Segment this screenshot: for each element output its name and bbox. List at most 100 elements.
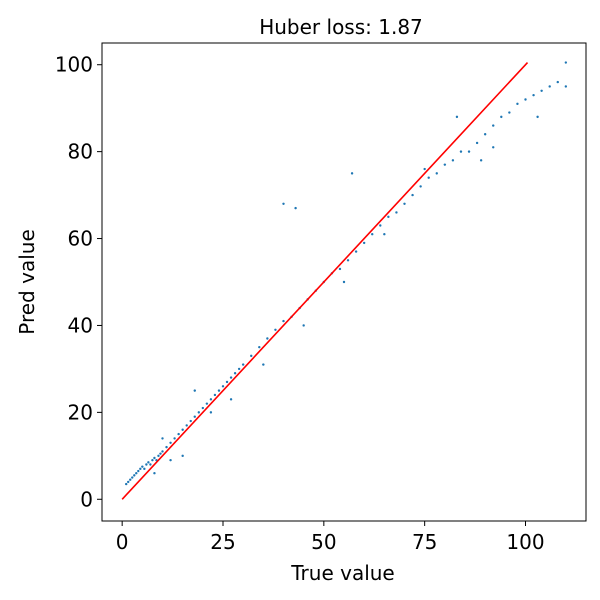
x-tick-label: 75 bbox=[412, 530, 437, 554]
scatter-point bbox=[459, 150, 463, 153]
x-tick-label: 25 bbox=[210, 530, 235, 554]
scatter-point bbox=[159, 452, 162, 455]
scatter-point bbox=[262, 363, 265, 366]
scatter-point bbox=[205, 402, 209, 405]
scatter-point bbox=[451, 159, 455, 162]
scatter-point bbox=[237, 367, 241, 371]
scatter-point bbox=[137, 469, 140, 473]
scatter-point bbox=[403, 202, 406, 205]
scatter-point bbox=[181, 454, 184, 458]
scatter-point bbox=[362, 241, 366, 245]
identity-line bbox=[121, 62, 529, 500]
scatter-point bbox=[127, 480, 130, 484]
scatter-point bbox=[133, 474, 136, 477]
x-axis: 0 25 50 75 100 bbox=[116, 521, 545, 554]
scatter-point bbox=[282, 319, 285, 323]
scatter-point bbox=[492, 124, 495, 127]
scatter-point bbox=[149, 463, 152, 466]
y-tick-label: 0 bbox=[80, 487, 93, 511]
scatter-point bbox=[467, 150, 471, 153]
y-axis: 0 20 40 60 80 100 bbox=[55, 53, 102, 511]
scatter-point bbox=[258, 345, 261, 349]
scatter-point bbox=[135, 472, 138, 475]
scatter-point bbox=[165, 445, 168, 449]
x-tick-label: 50 bbox=[311, 530, 336, 554]
scatter-point bbox=[342, 280, 346, 284]
scatter-point bbox=[139, 467, 142, 471]
scatter-point bbox=[209, 398, 213, 401]
reference-line-layer bbox=[121, 62, 529, 500]
y-tick-label: 20 bbox=[68, 400, 93, 424]
x-axis-label: True value bbox=[290, 561, 394, 585]
scatter-point bbox=[387, 215, 390, 219]
scatter-point bbox=[338, 267, 342, 271]
scatter-point bbox=[282, 202, 285, 205]
scatter-point bbox=[419, 185, 422, 188]
scatter-point bbox=[161, 450, 164, 453]
scatter-point bbox=[536, 115, 539, 119]
scatter-point bbox=[151, 458, 154, 462]
scatter-point bbox=[229, 376, 233, 379]
scatter-point bbox=[153, 472, 156, 475]
scatter-point bbox=[169, 458, 172, 462]
scatter-point bbox=[475, 141, 479, 145]
scatter-point bbox=[294, 206, 297, 210]
scatter-point bbox=[427, 176, 430, 179]
scatter-point bbox=[411, 193, 414, 197]
scatter-point bbox=[540, 89, 543, 93]
scatter-point bbox=[141, 465, 144, 468]
scatter-point bbox=[241, 363, 245, 366]
y-tick-label: 80 bbox=[68, 140, 93, 164]
scatter-point bbox=[221, 385, 225, 388]
scatter-point bbox=[250, 354, 253, 358]
scatter-point bbox=[229, 398, 233, 401]
scatter-point bbox=[500, 115, 503, 119]
scatter-point bbox=[217, 389, 221, 392]
scatter-point bbox=[193, 415, 196, 418]
scatter-point bbox=[435, 172, 438, 175]
scatter-point bbox=[177, 432, 180, 436]
y-tick-label: 100 bbox=[55, 53, 93, 77]
scatter-point bbox=[147, 461, 150, 464]
chart-title: Huber loss: 1.87 bbox=[259, 15, 423, 39]
scatter-point bbox=[189, 419, 192, 423]
plot-area-frame bbox=[101, 42, 587, 522]
scatter-point bbox=[131, 476, 134, 479]
x-tick-label: 100 bbox=[506, 530, 544, 554]
scatter-point bbox=[161, 437, 164, 440]
scatter-point bbox=[346, 259, 350, 262]
scatter-point bbox=[143, 467, 146, 471]
scatter-point bbox=[564, 85, 568, 88]
scatter-point bbox=[508, 111, 511, 114]
scatter-point bbox=[354, 250, 358, 253]
scatter-point bbox=[556, 80, 559, 84]
scatter-point bbox=[193, 389, 196, 392]
scatter-point bbox=[443, 163, 447, 166]
scatter-point bbox=[153, 456, 156, 460]
scatter-point bbox=[483, 133, 487, 136]
scatter-point bbox=[532, 93, 535, 97]
scatter-point bbox=[209, 411, 213, 414]
y-tick-label: 40 bbox=[68, 313, 93, 337]
scatter-point bbox=[524, 98, 527, 101]
x-tick-label: 0 bbox=[116, 530, 129, 554]
scatter-point bbox=[197, 411, 200, 414]
y-tick-label: 60 bbox=[68, 227, 93, 251]
scatter-point bbox=[383, 233, 386, 236]
scatter-point bbox=[266, 337, 269, 340]
scatter-point bbox=[185, 424, 188, 427]
y-axis-label: Pred value bbox=[15, 229, 39, 334]
scatter-point bbox=[145, 463, 148, 466]
scatter-point bbox=[181, 428, 184, 431]
scatter-point bbox=[350, 172, 354, 175]
scatter-point bbox=[423, 167, 426, 171]
scatter-point bbox=[157, 454, 160, 458]
scatter-point bbox=[455, 115, 459, 119]
scatter-points bbox=[125, 61, 568, 486]
scatter-point bbox=[395, 211, 398, 214]
scatter-point bbox=[548, 85, 551, 88]
scatter-point bbox=[169, 441, 172, 444]
scatter-point bbox=[173, 437, 176, 440]
scatter-point bbox=[492, 146, 495, 149]
